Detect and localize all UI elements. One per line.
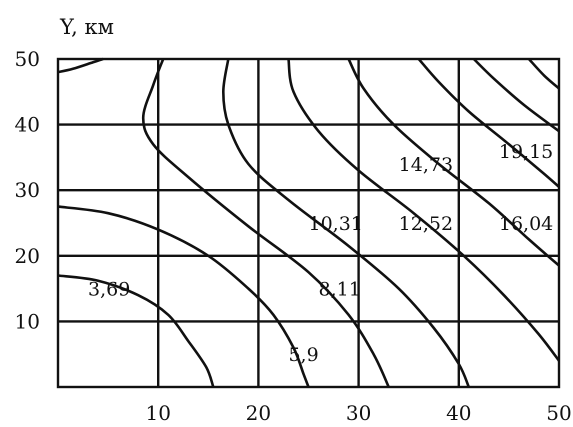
y-axis-label: Y, км (59, 15, 114, 39)
y-tick-label: 30 (15, 178, 40, 202)
x-tick-label: 50 (546, 401, 571, 425)
y-tick-label: 10 (15, 309, 40, 333)
y-tick-label: 40 (15, 113, 40, 137)
contour-line-8 (417, 58, 560, 188)
contour-label: 8,11 (319, 279, 361, 301)
y-tick-label: 20 (15, 244, 40, 268)
contour-line-6 (287, 58, 561, 362)
contour-labels: 3,69 5,9 8,11 10,31 12,52 14,73 16,04 19,15 (88, 141, 553, 366)
plot-frame (56, 57, 561, 389)
x-tick-label: 10 (145, 401, 170, 425)
contour-line-10 (527, 58, 560, 90)
contour-line-3 (57, 205, 310, 388)
contour-label: 3,69 (88, 279, 130, 301)
contour-label: 10,31 (309, 213, 363, 235)
contour-label: 5,9 (288, 344, 318, 366)
contour-line-5 (221, 58, 470, 388)
x-tick-label: 20 (246, 401, 271, 425)
contour-lines (57, 57, 561, 388)
tick-labels: 10 20 30 40 50 10 20 30 40 50 (15, 47, 572, 425)
contour-line-2 (57, 274, 215, 388)
contour-label: 16,04 (499, 213, 553, 235)
contour-label: 14,73 (399, 154, 453, 176)
grid-lines (58, 59, 559, 387)
y-tick-label: 50 (15, 47, 40, 71)
contour-line-1 (57, 57, 104, 74)
x-tick-label: 40 (446, 401, 471, 425)
contour-label: 19,15 (499, 141, 553, 163)
contour-label: 12,52 (399, 213, 453, 235)
contour-line-9 (472, 58, 560, 133)
contour-line-7 (347, 58, 560, 267)
contour-line-4 (141, 58, 390, 388)
x-tick-label: 30 (346, 401, 371, 425)
